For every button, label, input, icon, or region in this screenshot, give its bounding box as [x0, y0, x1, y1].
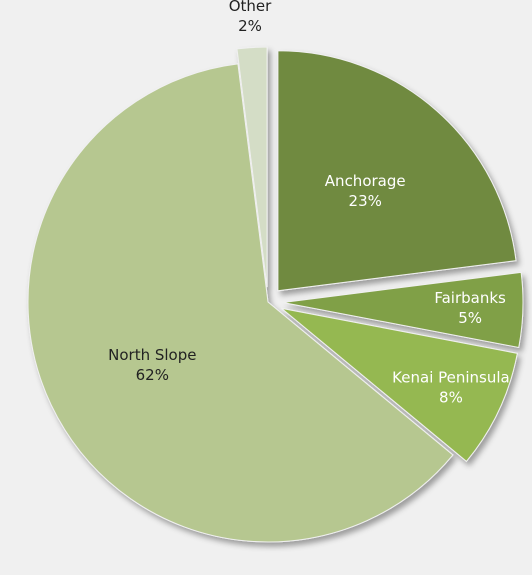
- slice-label: Fairbanks: [434, 289, 506, 307]
- slice: [281, 307, 518, 463]
- slice-value-label: 2%: [238, 17, 262, 35]
- slice-value-label: 5%: [458, 309, 482, 327]
- slice-value-label: 23%: [349, 192, 382, 210]
- slice-value-label: 62%: [136, 366, 169, 384]
- slice: [277, 50, 517, 292]
- slice-label: Kenai Peninsula: [392, 369, 510, 387]
- slice: [282, 271, 524, 349]
- pie: [27, 46, 524, 543]
- slice-label: North Slope: [108, 346, 196, 364]
- labels: Anchorage 23% Fairbanks 5% Kenai Peninsula 8%…: [108, 0, 510, 407]
- slice: [27, 63, 454, 543]
- slice-label: Anchorage: [325, 172, 406, 190]
- slice: [236, 46, 268, 288]
- slice-label: Other: [229, 0, 272, 15]
- slice-value-label: 8%: [439, 389, 463, 407]
